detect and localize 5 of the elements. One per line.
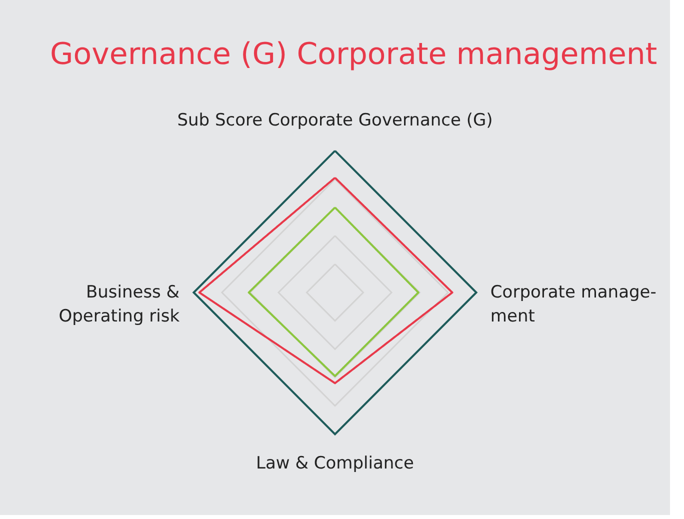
spoke-label: Sub Score Corporate Governance (G): [177, 110, 493, 131]
spoke-label: Business & Operating risk: [58, 282, 180, 326]
spoke-label: Corporate manage- ment: [490, 282, 656, 326]
chart-title: Governance (G) Corporate management: [50, 37, 658, 72]
spoke-label: Law & Compliance: [256, 453, 414, 474]
